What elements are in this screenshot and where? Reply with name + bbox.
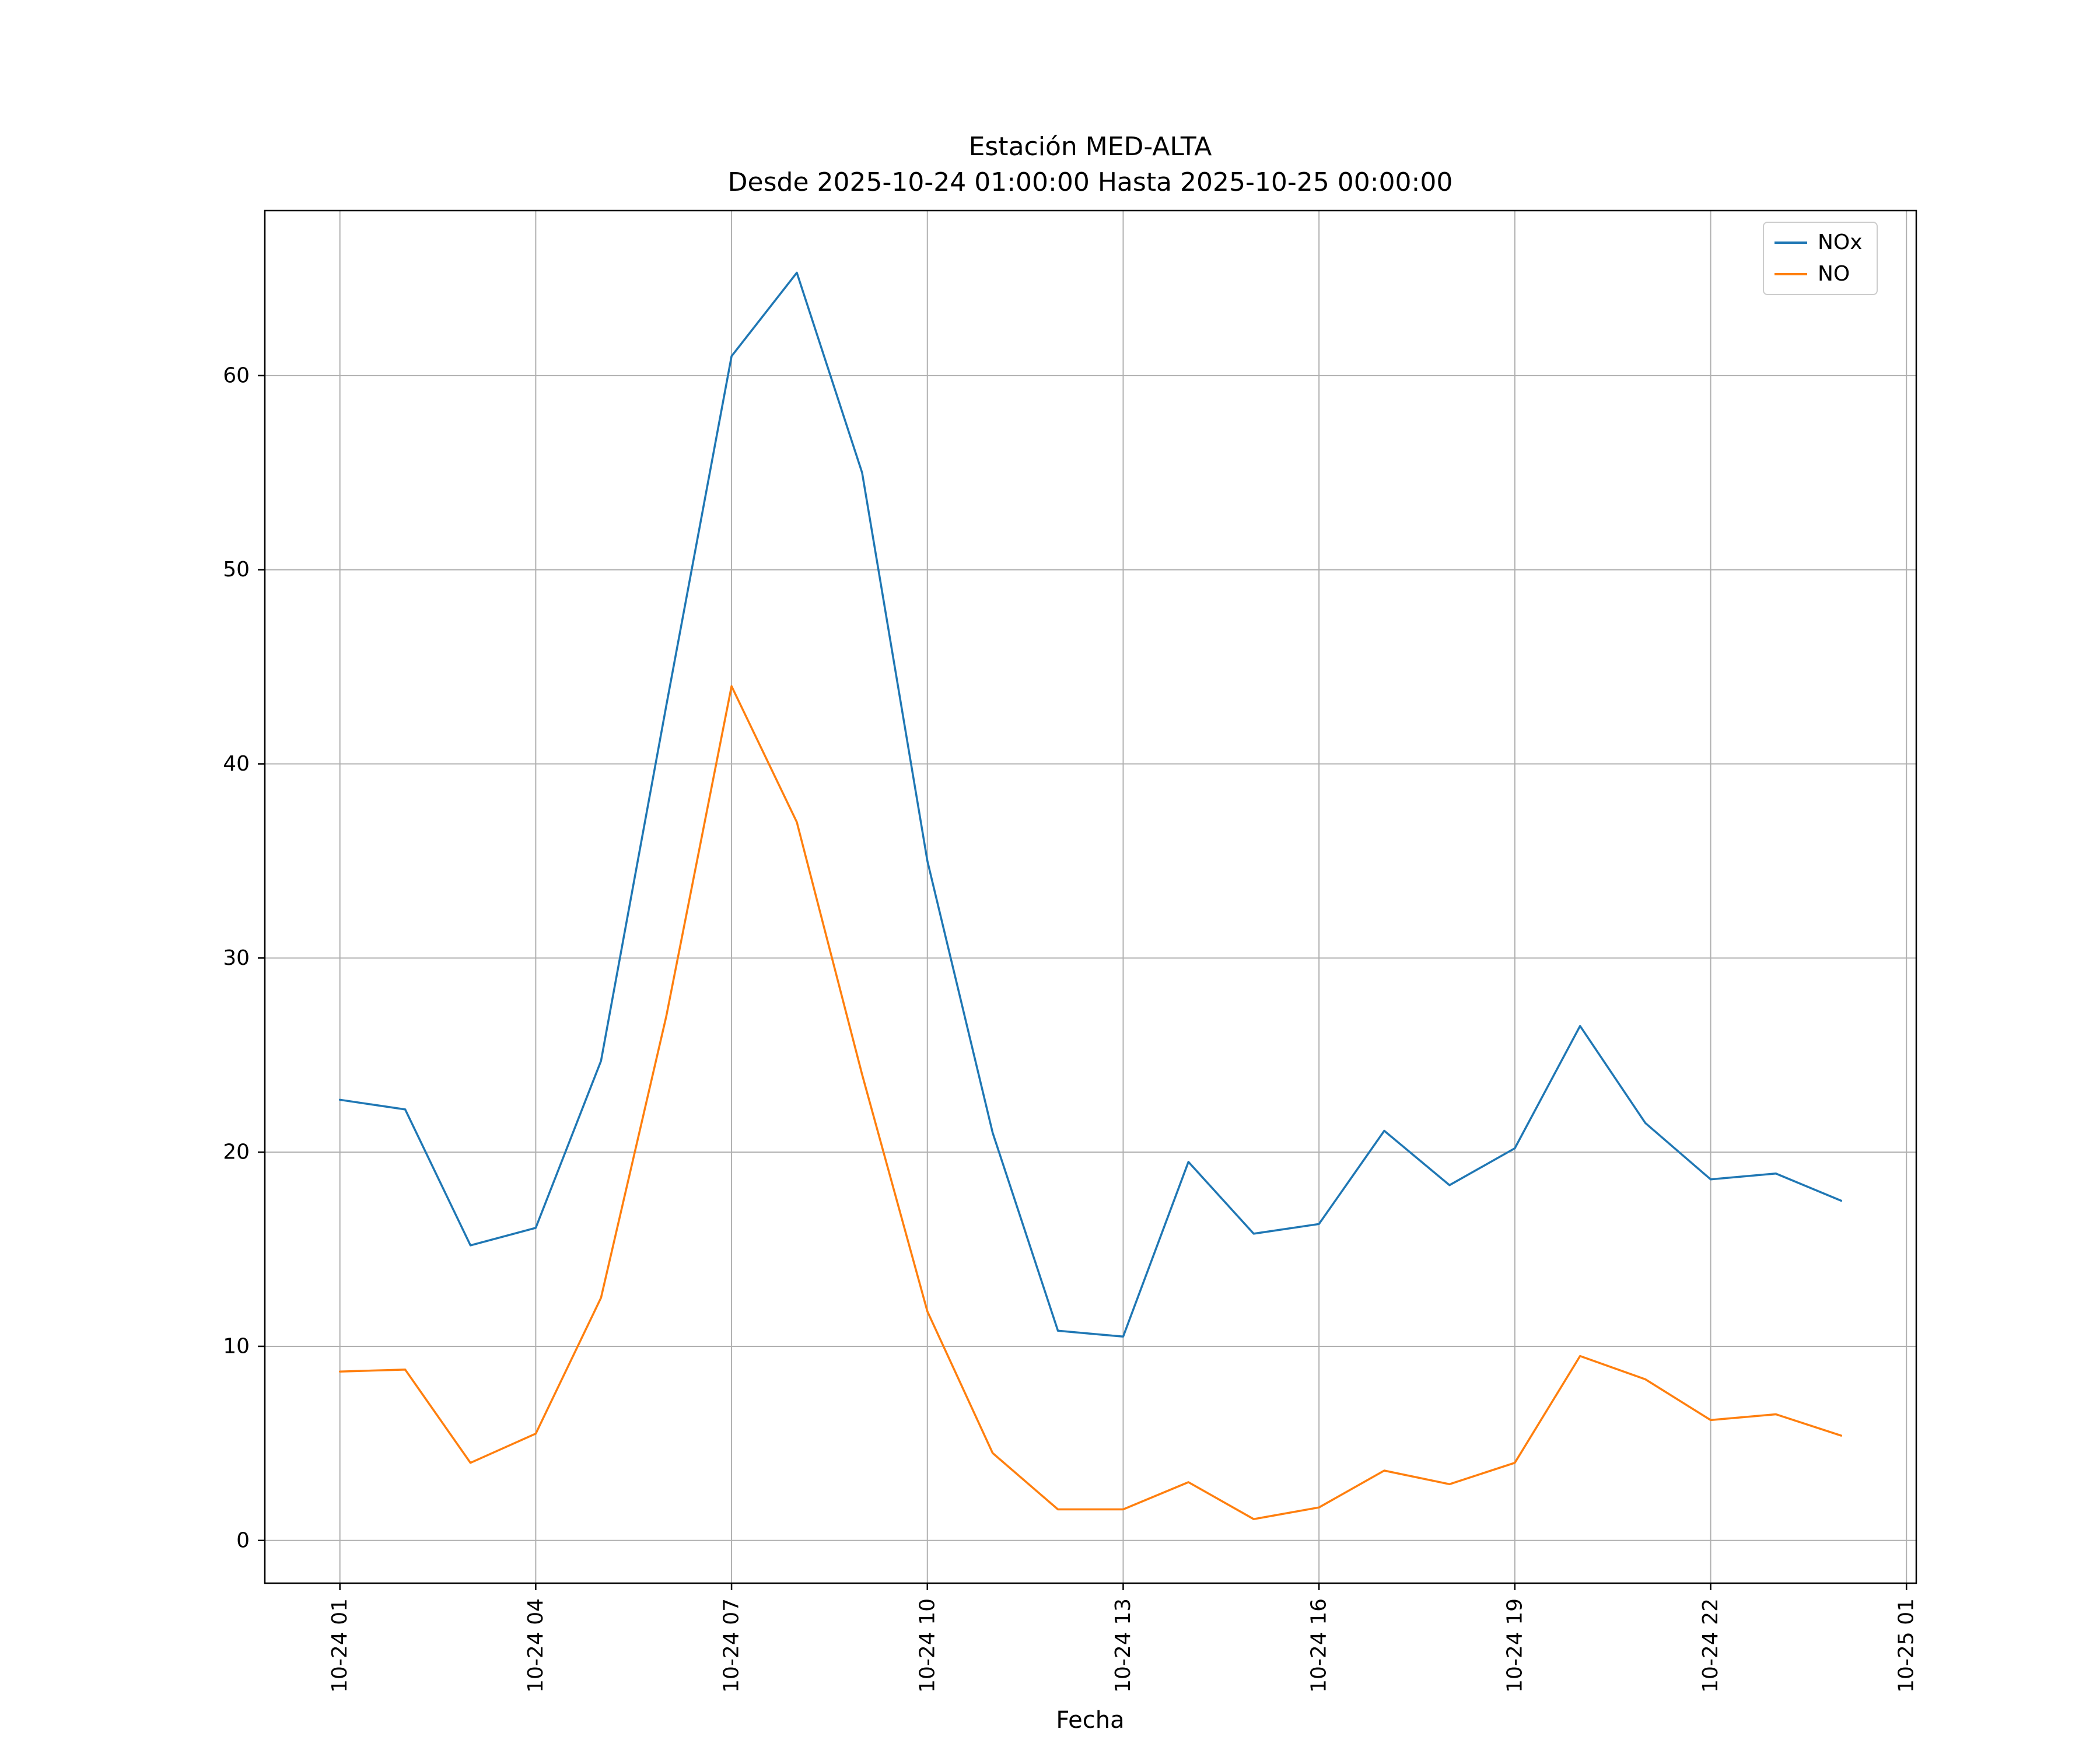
series-line-no bbox=[338, 685, 1843, 1520]
legend-line-sample-no bbox=[1774, 273, 1807, 275]
series-line-nox bbox=[338, 271, 1843, 1338]
y-tick-label: 20 bbox=[223, 1140, 250, 1164]
y-tick-label: 40 bbox=[223, 752, 250, 776]
x-tick-label: 10-24 04 bbox=[524, 1598, 548, 1693]
x-tick-label: 10-24 22 bbox=[1699, 1598, 1723, 1693]
legend-line-sample-nox bbox=[1774, 242, 1807, 244]
legend-entry-no: NO bbox=[1774, 264, 1863, 285]
y-tick-label: 10 bbox=[223, 1334, 250, 1358]
x-tick-label: 10-24 19 bbox=[1503, 1598, 1527, 1693]
y-tick-label: 60 bbox=[223, 363, 250, 387]
chart-title: Estación MED-ALTA Desde 2025-10-24 01:00… bbox=[728, 130, 1453, 200]
x-tick-label: 10-24 01 bbox=[328, 1598, 352, 1693]
x-tick-label: 10-24 16 bbox=[1307, 1598, 1331, 1693]
x-tick-label: 10-24 13 bbox=[1111, 1598, 1135, 1693]
y-tick-label: 50 bbox=[223, 558, 250, 582]
legend-entry-nox: NOx bbox=[1774, 232, 1863, 253]
chart-title-line2: Desde 2025-10-24 01:00:00 Hasta 2025-10-… bbox=[727, 167, 1453, 197]
x-tick-label: 10-24 07 bbox=[720, 1598, 744, 1693]
chart-title-line1: Estación MED-ALTA bbox=[968, 132, 1212, 162]
legend-label-no: NO bbox=[1818, 262, 1850, 286]
legend: NOx NO bbox=[1763, 222, 1878, 295]
x-tick-label: 10-24 10 bbox=[915, 1598, 939, 1693]
axes-frame bbox=[264, 209, 1917, 1584]
x-tick-label: 10-25 01 bbox=[1895, 1598, 1919, 1693]
y-tick-label: 30 bbox=[223, 946, 250, 970]
legend-label-nox: NOx bbox=[1818, 230, 1863, 254]
x-axis-label: Fecha bbox=[1056, 1707, 1125, 1734]
y-tick-label: 0 bbox=[236, 1528, 250, 1552]
